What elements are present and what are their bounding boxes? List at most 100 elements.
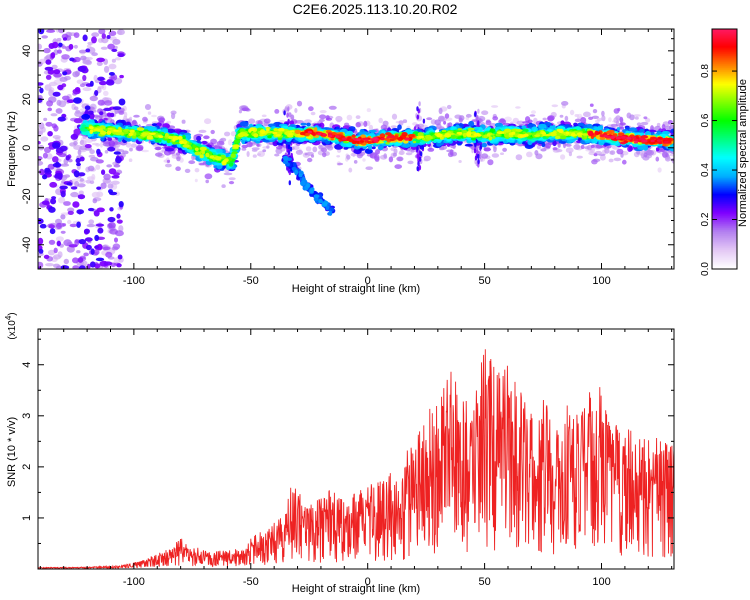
spectrogram-cell xyxy=(94,263,101,269)
spectrogram-cell xyxy=(102,246,111,251)
spectrogram-cell xyxy=(416,114,419,120)
spectrogram-cell xyxy=(285,141,292,145)
spectrogram-cell xyxy=(62,37,68,41)
spectrogram-cell xyxy=(80,55,87,61)
spectrogram-cell xyxy=(559,114,564,118)
spectrogram-cell xyxy=(151,123,157,126)
spectrogram-cell xyxy=(274,153,280,157)
spectrogram-cell xyxy=(116,219,123,224)
spectrogram-cell xyxy=(636,150,641,155)
spectrogram-cell xyxy=(402,119,408,124)
spectrogram-cell xyxy=(69,223,77,228)
spectrogram-cell xyxy=(318,118,325,122)
spectrogram-cell xyxy=(77,194,86,200)
spectrogram-cell xyxy=(610,150,616,156)
spectrogram-cell xyxy=(111,180,120,185)
spectrogram-cell xyxy=(83,252,89,257)
spectrogram-cell xyxy=(130,143,137,148)
spectrogram-cell xyxy=(85,48,91,53)
spectrogram-cell xyxy=(564,115,569,122)
spectrogram-cell xyxy=(622,159,627,165)
spectrogram-cell xyxy=(671,157,674,164)
spectrogram-cell xyxy=(39,223,47,229)
spectrogram-cell xyxy=(79,83,86,88)
spectrogram-cell xyxy=(57,116,66,122)
spectrogram-cell xyxy=(286,162,291,167)
spectrogram-cell xyxy=(109,228,118,235)
spectrogram-cell xyxy=(655,156,660,162)
spectrogram-cell xyxy=(583,111,591,118)
spectrogram-cell xyxy=(70,133,79,140)
spectrogram-cell xyxy=(128,158,133,162)
spectrogram-cell xyxy=(282,159,289,165)
spectrogram-cell xyxy=(393,148,398,155)
spectrogram-cell xyxy=(601,110,605,117)
spectrogram-cell xyxy=(88,219,95,225)
spectrogram-cell xyxy=(40,136,49,142)
spectrogram-cell xyxy=(196,135,202,142)
spectrogram-cell xyxy=(116,263,122,268)
spectrogram-cell xyxy=(436,142,442,147)
spectrogram-cell xyxy=(420,151,423,157)
spectrogram-cell xyxy=(93,249,100,256)
spectrogram-cell xyxy=(45,59,52,65)
spectrogram-cell xyxy=(77,149,82,156)
spectrogram-cell xyxy=(318,198,323,204)
spectrogram-cell xyxy=(337,162,344,166)
spectrogram-cell xyxy=(294,108,298,113)
spectrogram-cell xyxy=(619,122,626,126)
spectrogram-cell xyxy=(471,119,478,122)
spectrogram-cell xyxy=(158,117,166,123)
spectrogram-cell xyxy=(38,29,45,35)
spectrogram-cell xyxy=(66,99,75,104)
spectrogram-cell xyxy=(151,114,157,118)
spectrogram-cell xyxy=(295,149,303,155)
spectrogram-cell xyxy=(78,239,87,245)
spectrogram-cell xyxy=(141,149,149,153)
spectrogram-cell xyxy=(560,154,566,160)
spectrogram-cell xyxy=(38,160,44,166)
spectrogram-cell xyxy=(73,97,82,104)
spectrogram-cell xyxy=(608,158,614,163)
spectrogram-cell xyxy=(107,183,114,189)
spectrogram-cell xyxy=(313,196,319,202)
spectrogram-cell xyxy=(76,250,81,254)
spectrogram-cell xyxy=(38,97,43,103)
spectrogram-cell xyxy=(99,80,107,86)
spectrogram-cell xyxy=(43,254,50,259)
spectrogram-cell xyxy=(576,155,583,159)
spectrogram-cell xyxy=(50,198,57,205)
spectrogram-cell xyxy=(522,121,530,124)
spectrogram-cell xyxy=(81,113,91,120)
spectrogram-cell xyxy=(84,237,93,242)
spectrogram-cell xyxy=(105,251,113,258)
spectrogram-cell xyxy=(38,156,43,161)
spectrogram-cell xyxy=(67,210,74,215)
spectrogram-cell xyxy=(241,147,247,151)
spectrogram-cell xyxy=(86,223,96,228)
spectrogram-cell xyxy=(87,41,94,46)
spectrogram-cell xyxy=(362,158,366,162)
spectrogram-cell xyxy=(79,178,85,182)
spectrogram-cell xyxy=(368,129,377,133)
spectrogram-cell xyxy=(56,99,62,106)
spectrogram-cell xyxy=(288,180,291,186)
spectrogram-cell xyxy=(556,149,563,153)
spectrogram-cell xyxy=(368,124,374,131)
spectrogram-cell xyxy=(547,115,555,121)
spectrogram-cell xyxy=(107,146,116,152)
spectrogram-cell xyxy=(353,160,358,164)
spectrogram-cell xyxy=(474,111,477,117)
spectrogram-cell xyxy=(73,128,81,136)
spectrogram-cell xyxy=(643,116,648,120)
spectrogram-cell xyxy=(79,139,85,145)
spectrogram-cell xyxy=(568,151,573,157)
spectrogram-cell xyxy=(136,144,144,151)
spectrogram-cell xyxy=(669,153,674,157)
spectrogram-cell xyxy=(628,127,638,132)
spectrogram-cell xyxy=(422,118,426,124)
spectrogram-cell xyxy=(48,81,58,87)
spectrogram-cell xyxy=(608,117,612,123)
spectrogram-cell xyxy=(58,42,63,47)
